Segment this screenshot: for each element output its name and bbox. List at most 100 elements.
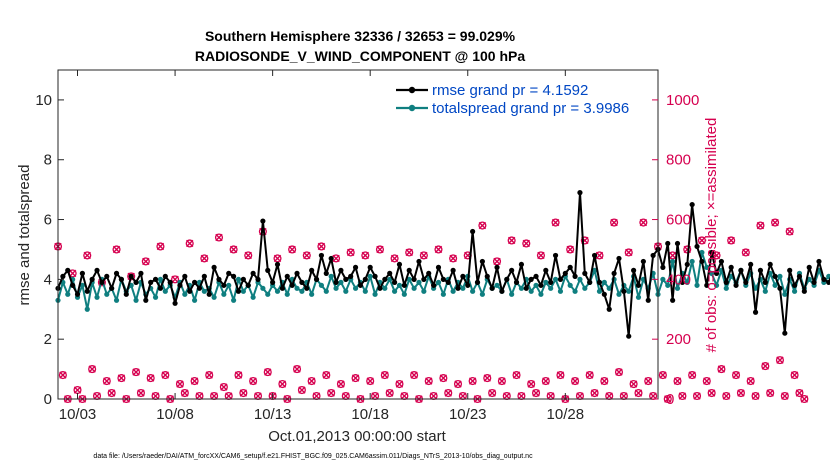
obs-assimilated-point bbox=[751, 392, 760, 400]
obs-assimilated-point bbox=[371, 392, 379, 400]
totalspread-point bbox=[543, 279, 549, 285]
obs-possible-point bbox=[346, 248, 355, 257]
rmse-point bbox=[255, 276, 261, 282]
rmse-point bbox=[201, 273, 207, 279]
rmse-point bbox=[543, 267, 549, 273]
obs-assimilated-point bbox=[542, 377, 550, 385]
totalspread-point bbox=[421, 288, 427, 294]
rmse-point bbox=[684, 261, 690, 268]
rmse-point bbox=[372, 273, 378, 279]
rmse-point bbox=[470, 228, 476, 235]
rmse-point bbox=[245, 282, 251, 288]
rmse-point bbox=[572, 273, 578, 279]
obs-assimilated-point bbox=[703, 377, 711, 385]
obs-assimilated-point bbox=[215, 233, 223, 242]
obs-assimilated-point bbox=[649, 392, 657, 400]
obs-assimilated-point bbox=[688, 371, 696, 379]
obs-assimilated-point bbox=[664, 395, 672, 403]
obs-possible-point bbox=[727, 236, 736, 245]
obs-assimilated-point bbox=[468, 377, 477, 385]
rmse-point bbox=[109, 285, 115, 291]
obs-possible-point bbox=[336, 379, 345, 389]
obs-possible-point bbox=[444, 388, 453, 398]
left-y-tick-label: 8 bbox=[44, 152, 52, 169]
right-y-tick-label: 800 bbox=[666, 152, 691, 169]
rmse-point bbox=[182, 273, 188, 279]
rmse-point bbox=[801, 288, 807, 294]
rmse-point bbox=[431, 282, 437, 288]
obs-possible-point bbox=[175, 379, 185, 389]
obs-assimilated-point bbox=[698, 236, 706, 245]
legend: rmse grand pr = 4.1592 totalspread grand… bbox=[391, 78, 647, 118]
totalspread-point bbox=[460, 285, 466, 291]
totalspread-point bbox=[509, 291, 515, 297]
totalspread-point bbox=[533, 282, 539, 288]
obs-possible-point bbox=[761, 362, 770, 371]
rmse-point bbox=[787, 267, 793, 273]
obs-assimilated-point bbox=[673, 377, 682, 385]
obs-assimilated-point bbox=[556, 371, 565, 379]
rmse-point bbox=[343, 276, 349, 282]
rmse-point bbox=[440, 276, 446, 282]
totalspread-point bbox=[674, 285, 681, 291]
totalspread-point bbox=[616, 291, 622, 297]
totalspread-point bbox=[596, 288, 603, 294]
obs-possible-point bbox=[292, 365, 302, 374]
obs-assimilated-point bbox=[307, 377, 316, 385]
rmse-point bbox=[523, 285, 529, 291]
obs-assimilated-point bbox=[239, 389, 248, 397]
totalspread-point bbox=[338, 279, 344, 285]
rmse-point bbox=[752, 309, 759, 315]
totalspread-point bbox=[416, 279, 422, 285]
rmse-point bbox=[74, 291, 81, 297]
rmse-point bbox=[113, 270, 120, 276]
totalspread-point bbox=[826, 273, 830, 279]
rmse-point bbox=[128, 273, 134, 279]
right-y-axis-label: # of obs: o=possible; ×=assimilated bbox=[703, 118, 720, 353]
obs-possible-point bbox=[790, 371, 799, 380]
totalspread-point bbox=[265, 291, 271, 297]
totalspread-point bbox=[328, 273, 334, 279]
rmse-point bbox=[60, 273, 66, 279]
rmse-point bbox=[362, 276, 368, 282]
left-y-tick-label: 4 bbox=[44, 271, 52, 288]
rmse-point bbox=[474, 279, 481, 285]
obs-possible-point bbox=[112, 245, 121, 254]
obs-assimilated-point bbox=[503, 392, 511, 400]
rmse-point bbox=[699, 258, 705, 265]
right-y-tick-label: 600 bbox=[666, 212, 691, 229]
totalspread-point bbox=[231, 297, 237, 303]
obs-assimilated-point bbox=[190, 377, 199, 385]
rmse-point bbox=[665, 240, 671, 247]
rmse-point bbox=[367, 264, 373, 270]
obs-assimilated-point bbox=[498, 377, 506, 385]
obs-possible-point bbox=[395, 379, 404, 389]
obs-possible-point bbox=[366, 377, 375, 386]
obs-assimilated-point bbox=[571, 377, 579, 385]
rmse-point bbox=[279, 285, 285, 291]
obs-possible-point bbox=[117, 374, 126, 383]
obs-assimilated-point bbox=[332, 254, 340, 263]
rmse-point bbox=[479, 258, 485, 265]
obs-assimilated-point bbox=[459, 392, 467, 400]
totalspread-point bbox=[450, 288, 456, 294]
obs-assimilated-point bbox=[522, 239, 530, 248]
totalspread-point bbox=[362, 288, 368, 294]
x-tick-label: 10/23 bbox=[449, 406, 487, 423]
obs-assimilated-point bbox=[786, 227, 794, 236]
rmse-point bbox=[762, 279, 768, 285]
rmse-point bbox=[674, 240, 681, 247]
rmse-point bbox=[79, 270, 85, 276]
chart-title: Southern Hemisphere 32336 / 32653 = 99.0… bbox=[205, 28, 516, 44]
obs-possible-point bbox=[775, 356, 785, 365]
obs-possible-point bbox=[410, 371, 419, 380]
obs-possible-point bbox=[453, 379, 463, 389]
legend-rmse-marker bbox=[408, 86, 416, 94]
obs-possible-point bbox=[88, 365, 97, 374]
totalspread-point bbox=[528, 288, 534, 294]
legend-box bbox=[391, 78, 647, 118]
rmse-point bbox=[172, 300, 178, 306]
rmse-point bbox=[777, 285, 783, 291]
obs-possible-point bbox=[800, 394, 809, 404]
obs-possible-point bbox=[566, 245, 575, 254]
